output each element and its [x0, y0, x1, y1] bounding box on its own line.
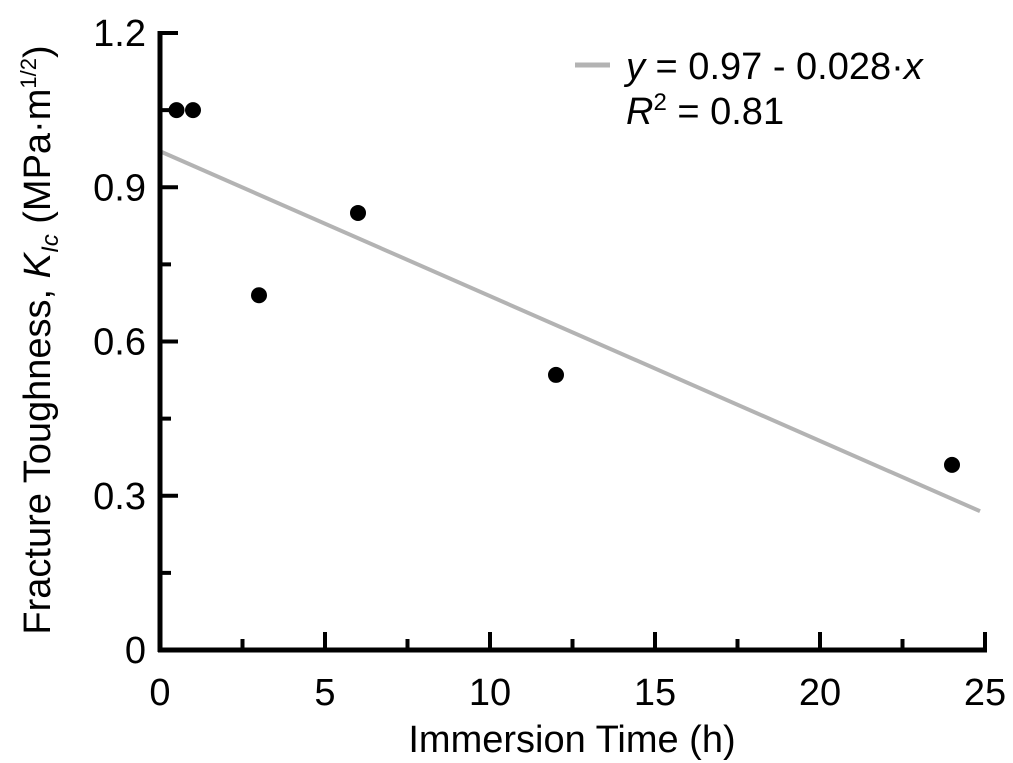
legend-r-squared: R2 = 0.81 [626, 89, 784, 133]
y-tick-label-0-6: 0.6 [93, 322, 146, 364]
data-points [168, 102, 960, 473]
data-point-5 [548, 366, 564, 383]
y-tick-label-0-9: 0.9 [93, 167, 146, 209]
y-ticks: 0 0.3 0.6 0.9 1.2 [93, 13, 178, 672]
x-tick-label-5: 5 [314, 672, 335, 714]
y-axis-title: Fracture Toughness, KIc (MPa·m1/2) [16, 45, 64, 634]
x-tick-label-15: 15 [634, 672, 676, 714]
y-tick-label-0-3: 0.3 [93, 476, 146, 518]
legend-equation-x: x [902, 46, 925, 88]
y-axis-title-unit-exponent: 1/2 [16, 58, 41, 89]
y-axis-title-subscript: Ic [37, 234, 64, 253]
x-axis-title: Immersion Time (h) [408, 719, 735, 761]
legend-r-squared-symbol: R [626, 91, 653, 133]
legend: y = 0.97 - 0.028·x R2 = 0.81 [575, 46, 925, 133]
data-point-2 [185, 102, 201, 119]
x-tick-label-0: 0 [149, 672, 170, 714]
x-tick-label-25: 25 [964, 672, 1006, 714]
y-axis-title-prefix: Fracture Toughness, [17, 278, 59, 634]
y-axis-title-unit-close: ) [17, 45, 59, 58]
legend-r-squared-value: = 0.81 [667, 91, 784, 133]
y-axis-title-symbol: K [17, 251, 59, 278]
y-tick-label-0: 0 [125, 630, 146, 672]
x-tick-label-20: 20 [799, 672, 841, 714]
y-axis-title-unit: (MPa·m [17, 89, 59, 235]
x-tick-label-10: 10 [469, 672, 511, 714]
data-point-6 [944, 456, 960, 473]
axes: 0 5 10 15 20 25 0 0.3 0.6 0.9 1.2 [93, 13, 1006, 714]
legend-equation-y: y [623, 46, 647, 88]
legend-equation-body: = 0.97 - 0.028· [645, 46, 904, 88]
legend-equation: y = 0.97 - 0.028·x [623, 46, 925, 88]
data-point-4 [350, 204, 366, 221]
data-point-1 [168, 102, 185, 119]
data-point-3 [251, 287, 267, 304]
legend-r-squared-exponent: 2 [653, 89, 666, 116]
trend-line [159, 149, 981, 514]
plot-area [159, 102, 981, 514]
x-ticks: 0 5 10 15 20 25 [149, 632, 1006, 714]
y-tick-label-1-2: 1.2 [93, 13, 146, 55]
